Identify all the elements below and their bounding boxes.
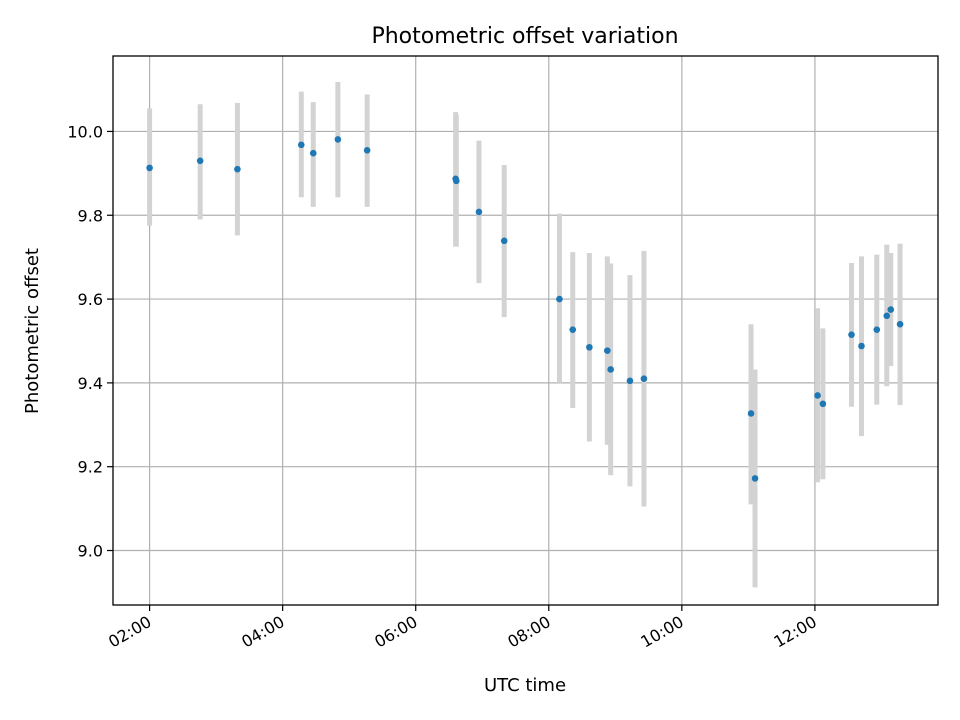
data-point — [814, 392, 821, 399]
data-point — [556, 295, 563, 303]
data-point — [475, 208, 483, 216]
data-point — [604, 347, 611, 354]
data-point — [146, 164, 153, 172]
chart-title: Photometric offset variation — [371, 24, 678, 49]
data-points — [146, 136, 904, 482]
y-tick-label: 9.6 — [78, 290, 103, 309]
data-point — [586, 343, 593, 351]
data-point — [234, 165, 241, 173]
data-point — [569, 326, 577, 333]
data-point — [640, 375, 648, 382]
y-tick-label: 10.0 — [67, 122, 103, 141]
data-point — [747, 410, 755, 417]
data-point — [196, 157, 204, 165]
data-point — [887, 306, 895, 313]
y-tick-label: 9.4 — [78, 374, 103, 393]
data-point — [309, 149, 317, 157]
y-tick-label: 9.2 — [78, 458, 103, 477]
x-axis-label: UTC time — [484, 675, 566, 696]
data-point — [334, 136, 342, 143]
data-point — [848, 331, 855, 338]
y-tick-label: 9.8 — [78, 206, 103, 225]
grid-lines — [113, 56, 938, 605]
data-point — [751, 475, 759, 482]
data-point — [858, 342, 865, 350]
data-point — [363, 146, 371, 154]
data-point — [500, 237, 508, 245]
data-point — [896, 320, 904, 328]
data-point — [607, 366, 614, 373]
y-axis-label: Photometric offset — [22, 248, 43, 414]
data-point — [626, 377, 634, 385]
data-point — [883, 312, 891, 320]
data-point — [297, 141, 305, 149]
y-tick-label: 9.0 — [78, 542, 103, 561]
plot-frame — [112, 55, 939, 606]
data-point — [819, 400, 827, 408]
data-point — [453, 177, 460, 185]
y-axis-ticks: 9.0 9.2 9.4 9.6 9.8 10.0 — [67, 122, 113, 561]
data-point — [873, 326, 881, 333]
